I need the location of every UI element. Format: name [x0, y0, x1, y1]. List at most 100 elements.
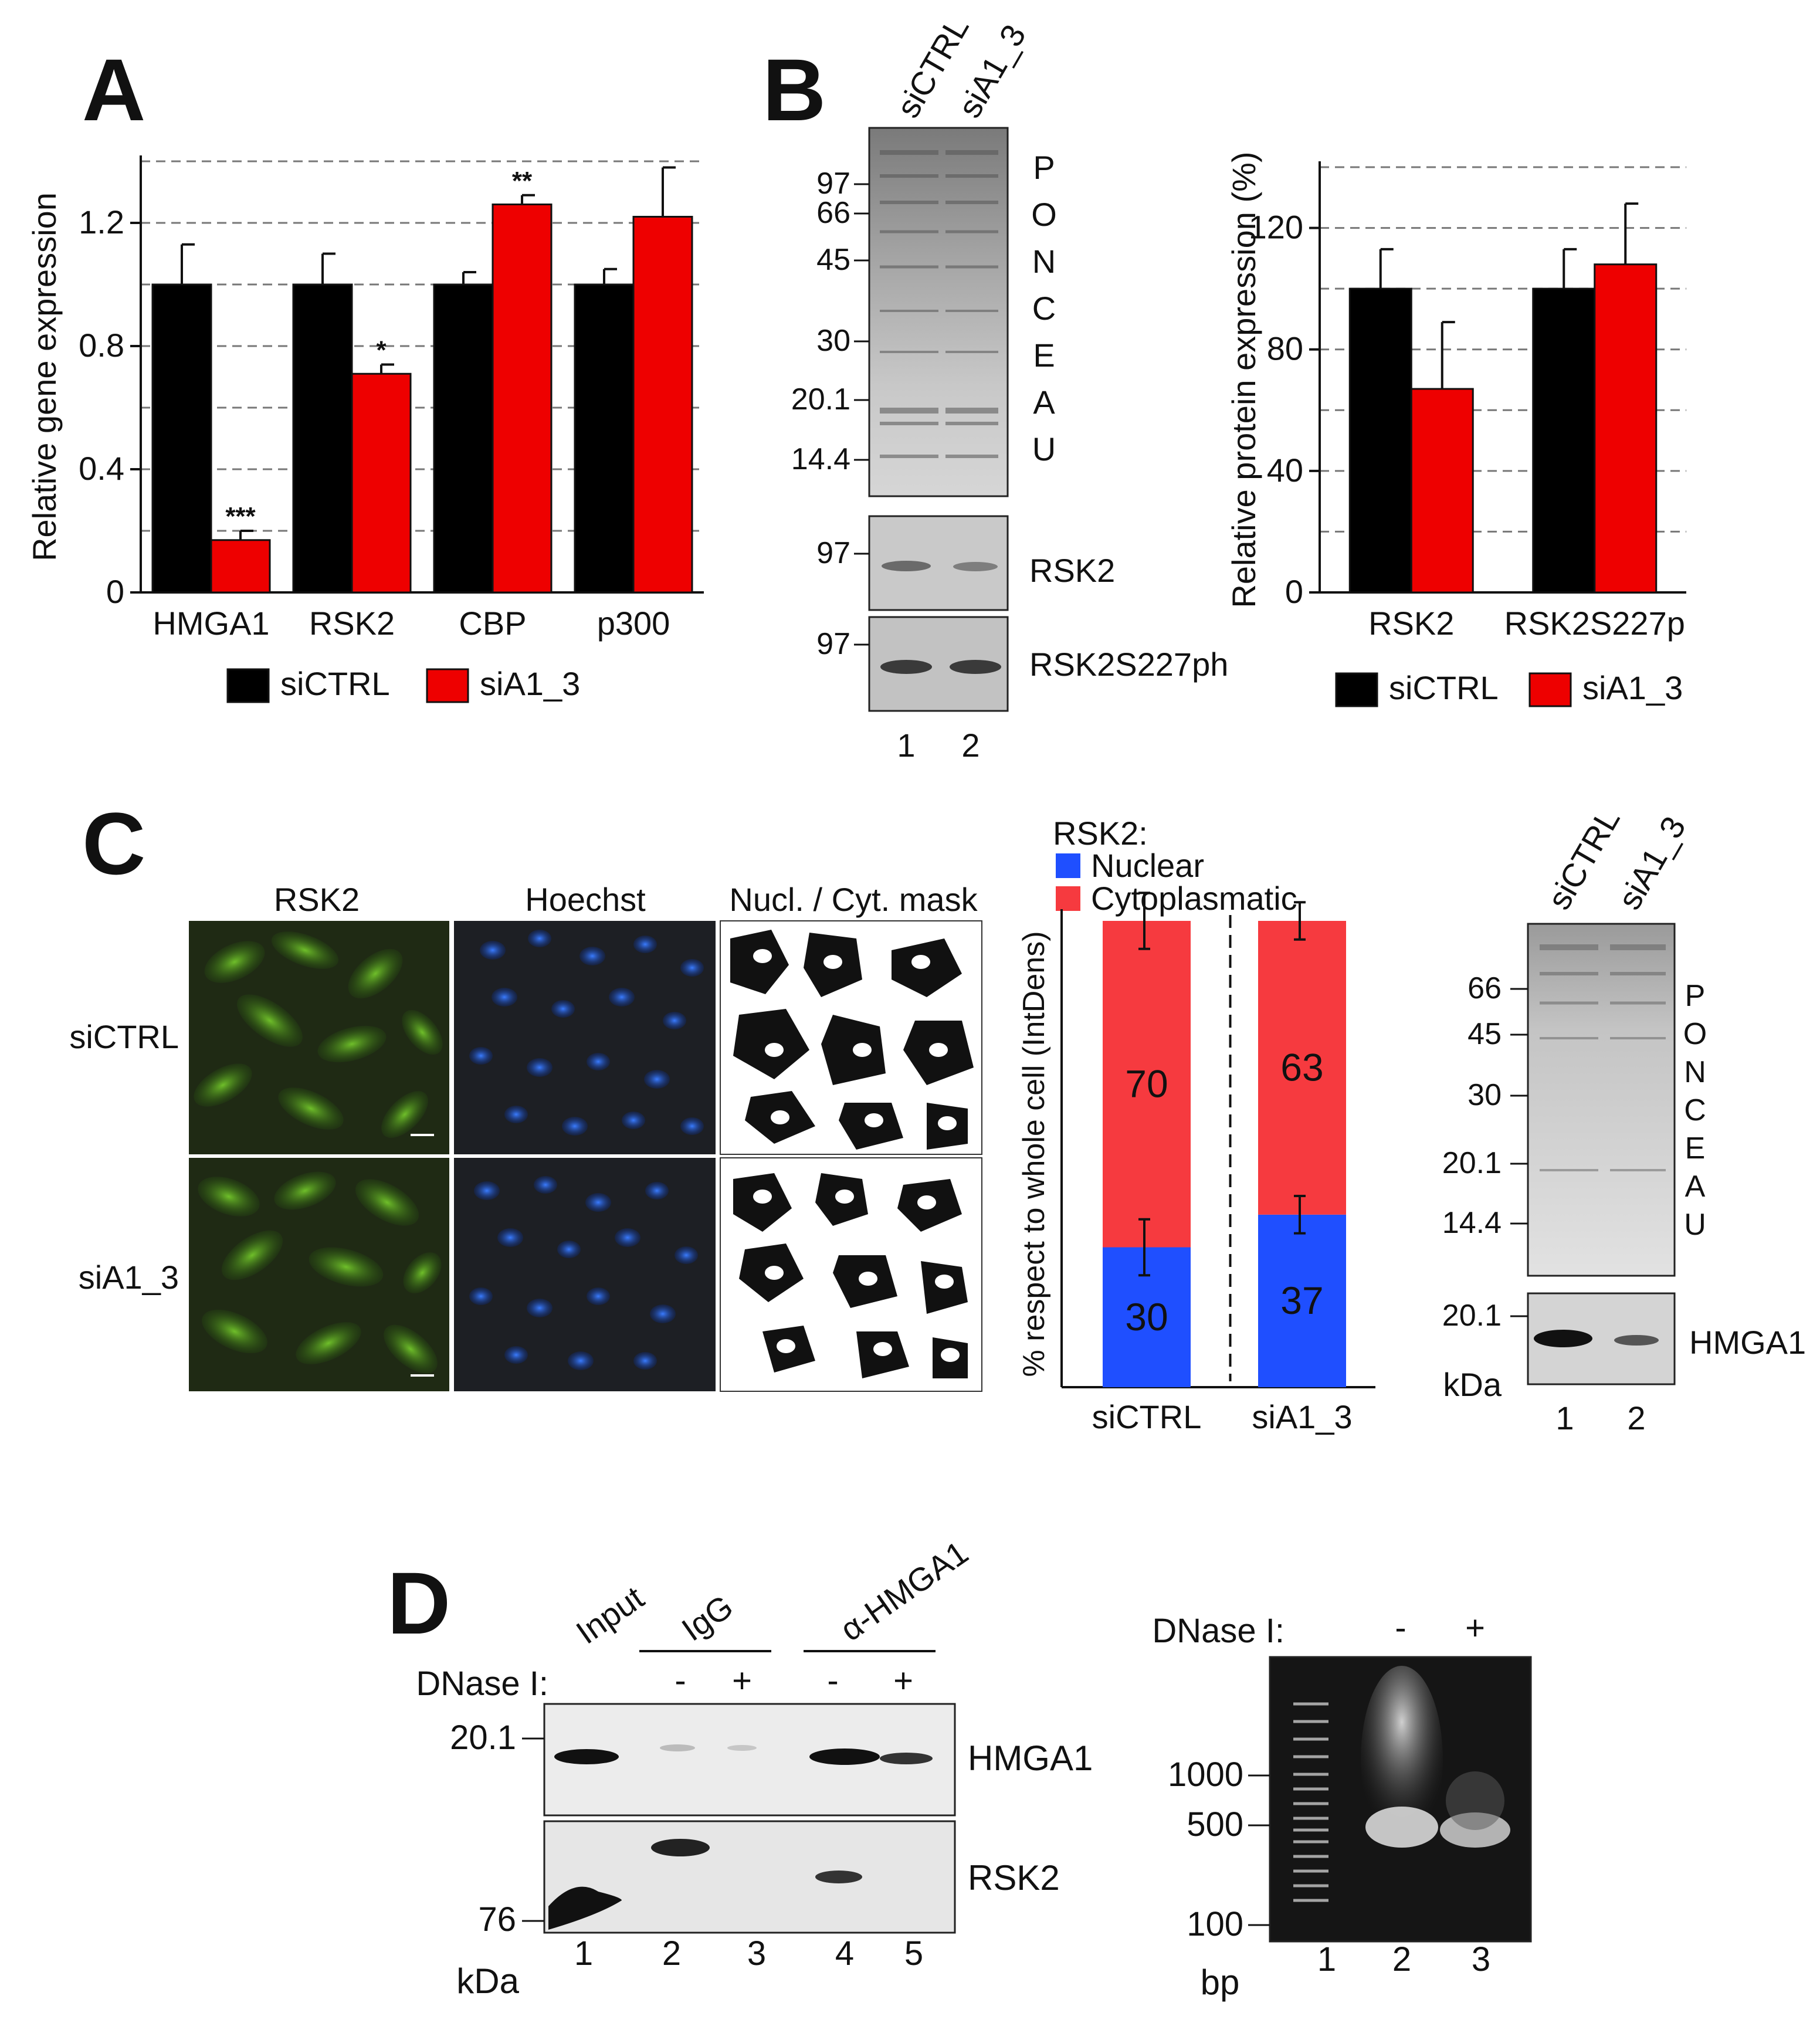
d-gel-markers: 1000 500 100	[1168, 1756, 1243, 1943]
d-dnase-signs: - + - +	[675, 1662, 913, 1700]
c-mask-sictrl	[720, 920, 982, 1155]
a-legend-label-siA1_3: siA1_3	[480, 665, 580, 702]
b-rsk2-label: RSK2	[1029, 552, 1115, 589]
c-micrograph-rsk2-sia1-3	[189, 1158, 449, 1391]
d-rsk2-marker: 76	[478, 1900, 516, 1939]
c-category-label-siA1_3: siA1_3	[1252, 1398, 1352, 1435]
b-ph-blot	[868, 616, 1009, 712]
a-significance-CBP: **	[512, 167, 533, 195]
c-bar-Nuclear-siA1_3	[1258, 1214, 1346, 1387]
a-bar-siA1_3-HMGA1	[210, 539, 271, 594]
c-legend-swatch-Cytoplasmatic	[1056, 886, 1080, 911]
d-lane-numbers: 1 2 3 4 5	[574, 1934, 923, 1973]
c-ponceau-label: P O N C E A U	[1683, 979, 1707, 1242]
panel-a-chart: 0 0.4 0.8 1.2 *** HMGA1 * RSK2 ** CBP p300 Relative…	[26, 155, 704, 703]
b-ponceau-o: O	[1031, 196, 1057, 233]
d-agarose-gel	[1269, 1656, 1532, 1943]
c-marker-66: 66	[1467, 971, 1502, 1005]
c-unit-kda: kDa	[1443, 1366, 1502, 1403]
c-marker-30: 30	[1467, 1078, 1502, 1112]
c-col-rsk2: RSK2	[274, 881, 360, 918]
d-hmga1-label: HMGA1	[968, 1739, 1093, 1778]
c-micrograph-hoechst-sictrl	[454, 921, 716, 1154]
b-bar-siA1_3-RSK2	[1410, 388, 1474, 594]
c-ponceau-u: U	[1684, 1208, 1706, 1242]
c-category-label-siCTRL: siCTRL	[1092, 1398, 1202, 1435]
c-micrograph-rsk2-sictrl	[189, 921, 449, 1154]
d-gel-sign-plus: +	[1465, 1609, 1485, 1647]
a-legend-swatch-siCTRL	[226, 668, 270, 703]
c-ponceau-blot	[1527, 923, 1676, 1277]
d-rsk2-label: RSK2	[968, 1858, 1060, 1897]
d-gel-lane-2: 2	[1392, 1940, 1411, 1978]
b-ponceau-c: C	[1032, 290, 1056, 327]
d-header-ahmga1: α-HMGA1	[833, 1534, 975, 1648]
c-col-mask: Nucl. / Cyt. mask	[729, 881, 978, 918]
b-lane-number-2: 2	[961, 727, 980, 764]
b-legend-swatch-siA1_3	[1528, 672, 1572, 707]
d-gel-lane-numbers: 1 2 3	[1317, 1940, 1490, 1978]
a-significance-RSK2: *	[376, 336, 387, 365]
c-ponceau-e: E	[1685, 1131, 1706, 1165]
b-legend-label-siCTRL: siCTRL	[1389, 669, 1499, 706]
b-lane-number-1: 1	[897, 727, 915, 764]
c-value-label-Cytoplasmatic-siA1_3: 63	[1280, 1045, 1323, 1089]
d-gel-lane-1: 1	[1317, 1940, 1336, 1978]
b-bar-siCTRL-RSK2	[1348, 287, 1412, 594]
c-ponceau-c: C	[1684, 1093, 1706, 1127]
d-sign-lane4: -	[827, 1662, 838, 1700]
a-ytick-label-0: 0	[106, 573, 124, 610]
a-ytick-label-3: 1.2	[79, 204, 124, 240]
b-marker-20: 20.1	[791, 382, 850, 416]
d-header-input: Input	[570, 1579, 651, 1651]
d-sign-lane5: +	[893, 1662, 913, 1700]
b-ytick-label-3: 120	[1249, 209, 1303, 246]
c-mask-sia1-3	[720, 1157, 982, 1392]
d-rsk2-blot	[543, 1820, 956, 1934]
d-gel-marker-1000: 1000	[1168, 1756, 1243, 1794]
c-legend-label-Nuclear: Nuclear	[1091, 847, 1204, 884]
d-lane-3: 3	[747, 1934, 766, 1973]
c-legend-label-Cytoplasmatic: Cytoplasmatic	[1091, 880, 1297, 917]
b-ytick-label-0: 0	[1285, 573, 1303, 610]
a-ytick-label-1: 0.4	[79, 450, 124, 487]
d-hmga1-marker: 20.1	[450, 1719, 516, 1757]
a-ytick-label-2: 0.8	[79, 327, 124, 364]
b-marker-66: 66	[816, 196, 850, 230]
b-marker-14: 14.4	[791, 442, 850, 476]
b-ponceau-label: P O N C E A U	[1031, 149, 1057, 467]
a-category-label-RSK2: RSK2	[309, 605, 395, 642]
a-category-label-CBP: CBP	[459, 605, 526, 642]
c-bar-Cytoplasmatic-siCTRL	[1103, 921, 1191, 1248]
c-micrograph-hoechst-sia1-3	[454, 1158, 716, 1391]
b-ponceau-a: A	[1033, 384, 1055, 421]
b-marker-45: 45	[816, 243, 850, 277]
b-bar-siA1_3-RSK2S227p	[1594, 263, 1658, 594]
d-header-igg: IgG	[675, 1587, 740, 1648]
c-marker-20: 20.1	[1442, 1146, 1502, 1180]
a-bar-siA1_3-CBP	[492, 204, 553, 594]
c-hmga1-blot	[1527, 1292, 1676, 1385]
d-hmga1-blot	[543, 1703, 956, 1817]
c-hmga1-label: HMGA1	[1689, 1324, 1806, 1361]
d-unit-kda: kDa	[456, 1961, 519, 2001]
d-lane-5: 5	[904, 1934, 923, 1973]
panel-b-chart: 0 40 80 120 RSK2 RSK2S227p Relative protein ex…	[1225, 151, 1686, 707]
d-lane-4: 4	[835, 1934, 854, 1973]
b-legend-swatch-siCTRL	[1335, 672, 1378, 707]
c-bar-Cytoplasmatic-siA1_3	[1258, 921, 1346, 1215]
a-category-label-HMGA1: HMGA1	[152, 605, 269, 642]
b-ponceau-n: N	[1032, 243, 1056, 280]
c-ponceau-o: O	[1683, 1017, 1707, 1051]
d-gel-unit: bp	[1201, 1963, 1240, 2002]
c-ponceau-p: P	[1685, 979, 1706, 1013]
d-gel-sign-minus: -	[1395, 1609, 1406, 1647]
b-ponceau-e: E	[1033, 337, 1055, 374]
d-dnase-label: DNase I:	[416, 1665, 548, 1703]
c-lane-number-1: 1	[1555, 1400, 1574, 1436]
a-legend-swatch-siA1_3	[426, 668, 469, 703]
c-ponceau-markers: 66 45 30 20.1 14.4	[1442, 971, 1502, 1240]
c-row-sia1-3: siA1_3	[79, 1259, 179, 1296]
c-hmga1-marker: 20.1	[1442, 1299, 1502, 1333]
